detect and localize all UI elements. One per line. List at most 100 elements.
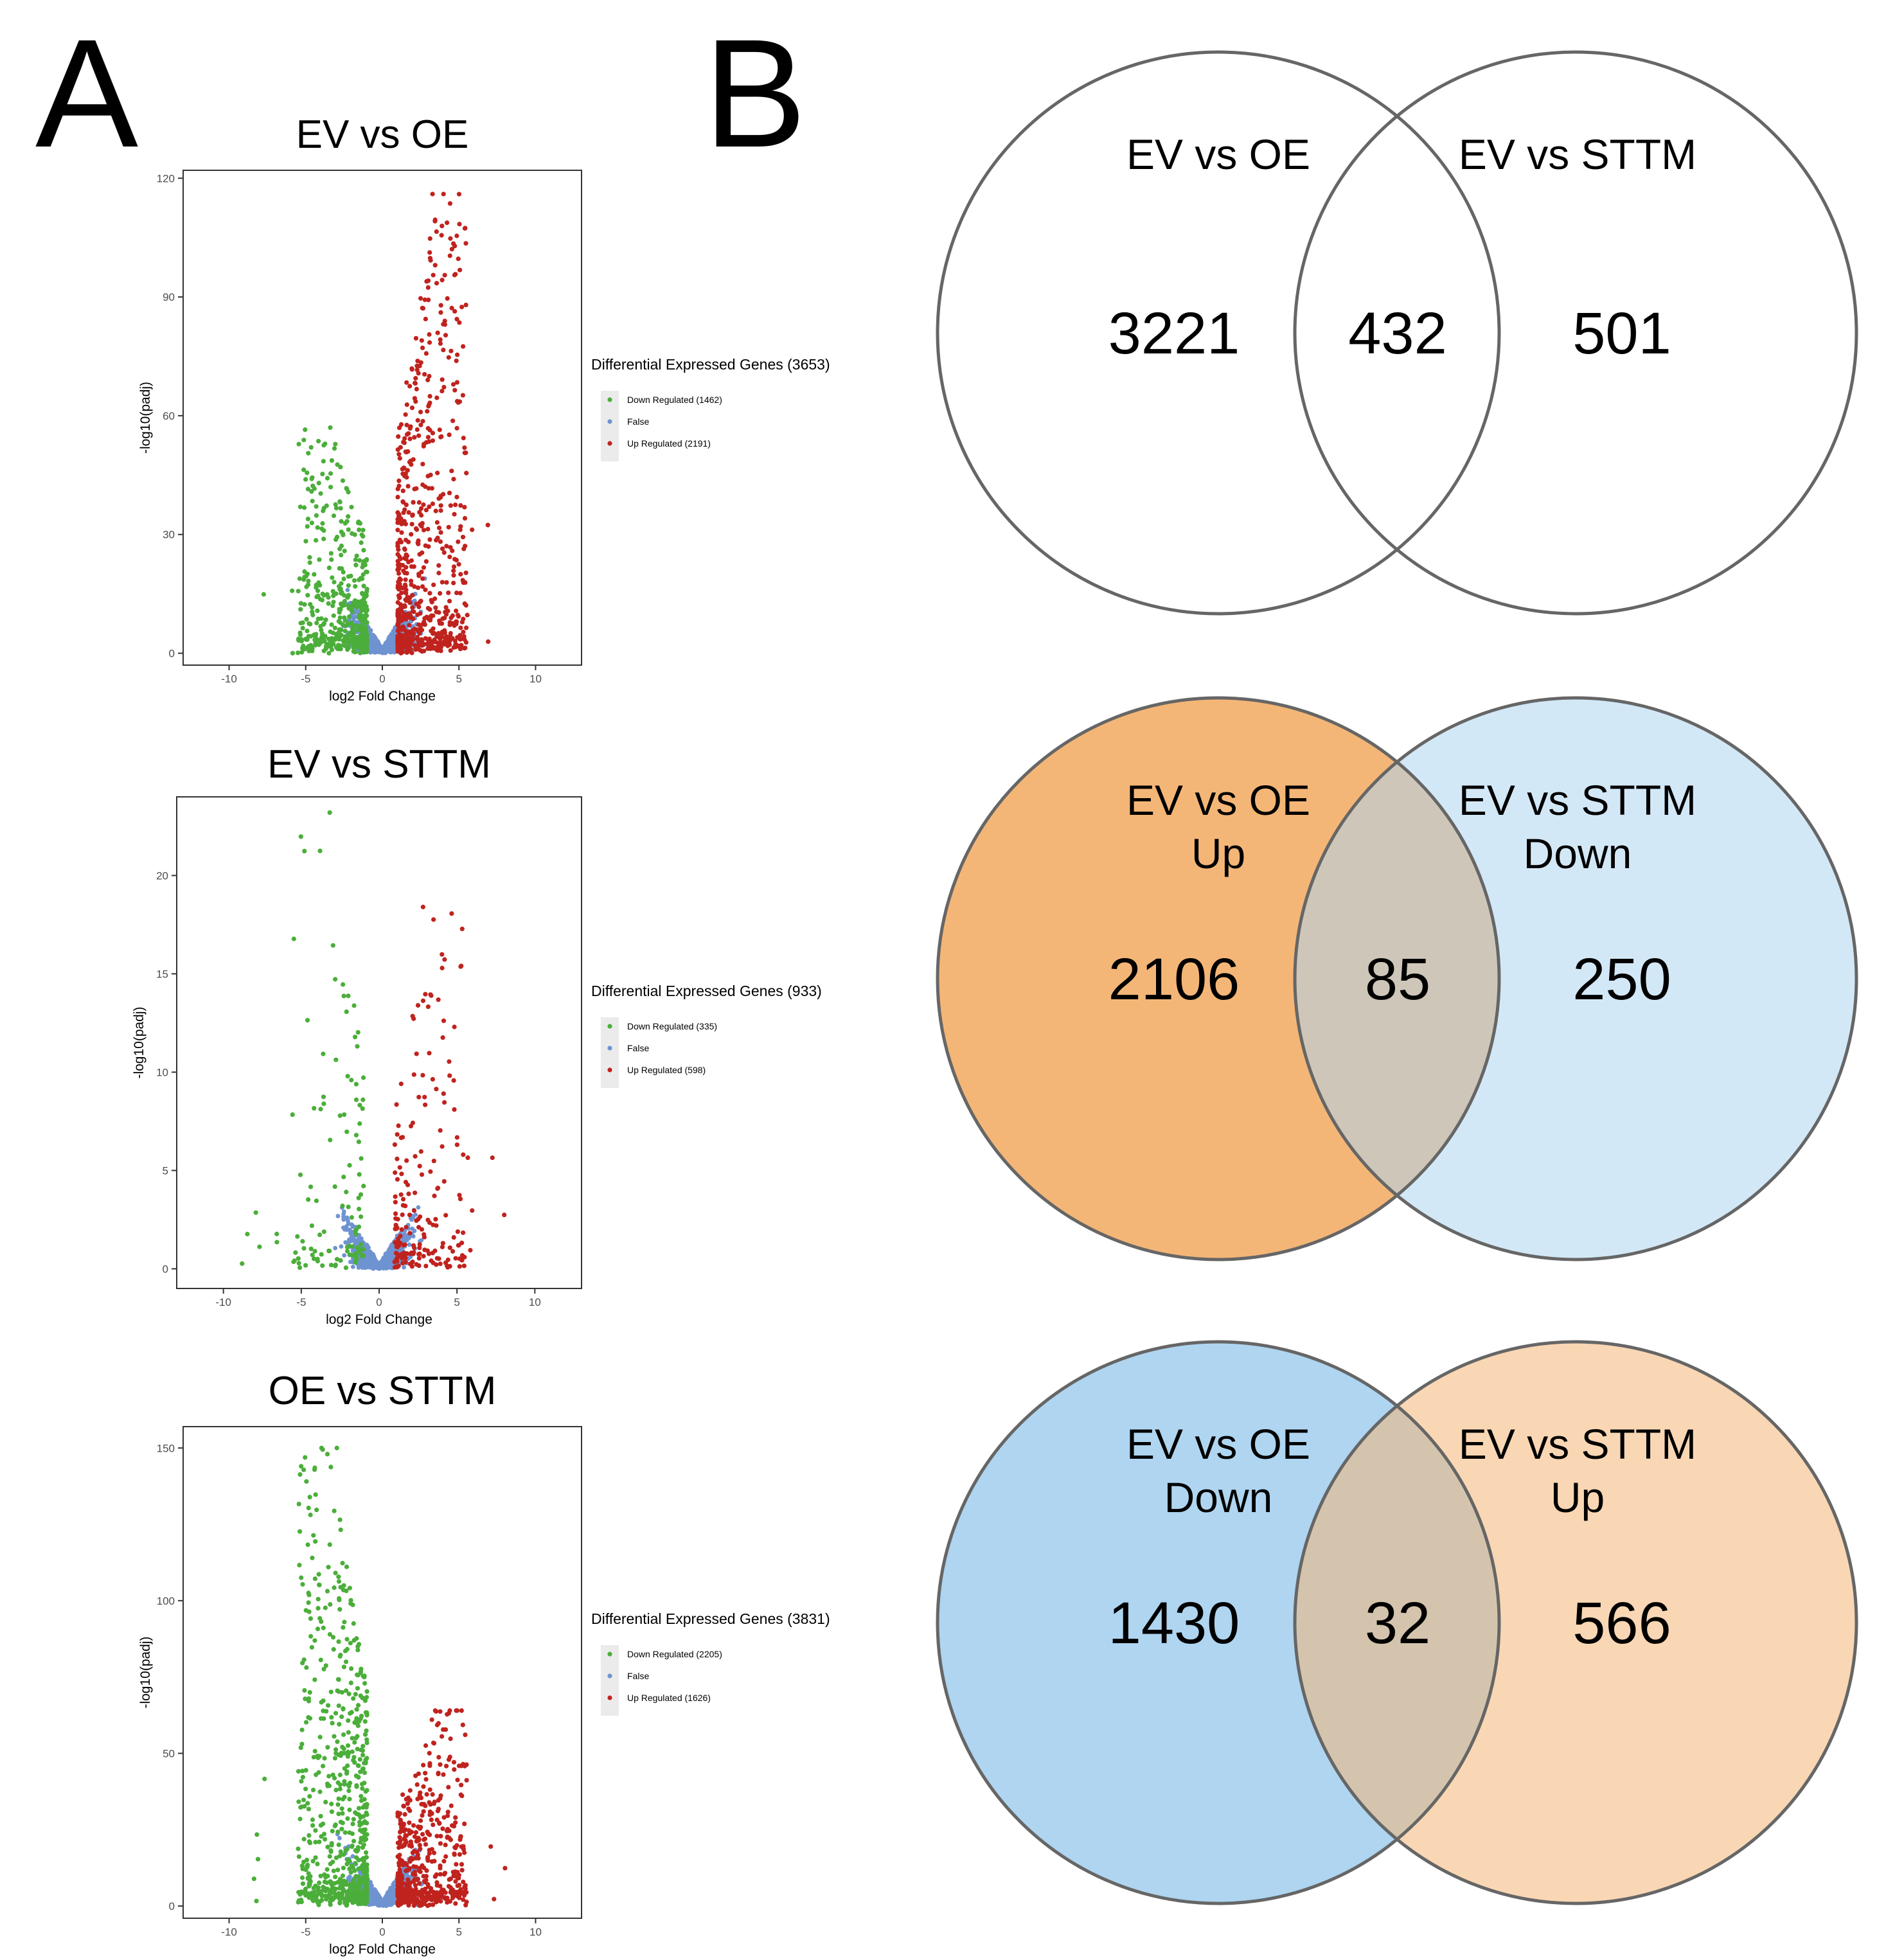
point-up: [441, 639, 447, 645]
point-up: [447, 598, 452, 603]
point-down: [305, 582, 311, 587]
point-up: [463, 241, 468, 246]
point-down: [327, 1249, 332, 1254]
point-up: [432, 637, 437, 643]
point-up: [457, 1264, 462, 1269]
point-up: [425, 1004, 431, 1010]
y-axis-label: -log10(padj): [138, 382, 153, 454]
point-up: [464, 470, 469, 476]
point-up: [396, 512, 402, 517]
point-down: [357, 1206, 362, 1211]
point-down: [346, 514, 351, 519]
point-up: [402, 546, 407, 551]
point-down: [339, 553, 344, 558]
point-up: [420, 345, 425, 350]
point-up: [434, 395, 440, 400]
point-cloud: [251, 1445, 508, 1909]
point-up: [398, 1082, 404, 1087]
point-up: [463, 570, 468, 575]
point-up: [431, 1222, 436, 1227]
point-up: [432, 263, 438, 268]
point-up: [439, 633, 444, 638]
point-down: [310, 646, 315, 652]
point-up: [431, 613, 436, 618]
point-up: [399, 1227, 404, 1232]
point-false: [413, 1212, 418, 1217]
point-up: [438, 1128, 443, 1133]
point-up: [400, 1197, 406, 1202]
point-up: [407, 615, 413, 620]
point-up: [438, 539, 443, 544]
point-down: [298, 601, 303, 606]
point-down: [335, 1829, 341, 1835]
point-down: [310, 499, 315, 504]
point-up: [458, 572, 463, 577]
point-up: [392, 1265, 398, 1270]
point-up: [458, 625, 463, 630]
point-up: [449, 348, 454, 353]
point-down: [353, 1254, 359, 1260]
point-down: [321, 1051, 326, 1056]
point-up: [396, 571, 402, 576]
point-up: [440, 1144, 445, 1149]
point-down: [318, 1107, 323, 1112]
point-up: [393, 1211, 398, 1216]
point-up: [395, 528, 400, 533]
point-up: [461, 616, 466, 621]
point-up: [396, 425, 402, 431]
point-up: [416, 1094, 422, 1100]
point-up: [452, 388, 458, 393]
point-up: [451, 568, 456, 573]
point-down: [299, 650, 305, 655]
point-down: [327, 810, 332, 815]
point-down: [315, 608, 320, 613]
point-up: [403, 1255, 408, 1260]
point-up: [454, 233, 459, 238]
point-false: [388, 1889, 393, 1894]
point-false: [350, 615, 355, 619]
x-tick-label: 0: [379, 673, 385, 685]
point-down: [357, 527, 362, 532]
x-tick-label: 10: [529, 673, 542, 685]
point-up: [429, 628, 434, 634]
point-up: [405, 468, 410, 473]
point-down: [300, 625, 305, 631]
point-up: [463, 625, 469, 630]
point-up: [446, 637, 451, 643]
point-up: [411, 500, 416, 505]
point-up: [428, 1169, 433, 1174]
legend-item: Up Regulated (2191): [627, 438, 711, 449]
point-down: [346, 993, 351, 999]
point-up: [461, 1230, 466, 1235]
point-down: [350, 634, 355, 640]
point-up: [418, 409, 423, 414]
point-up: [395, 643, 400, 648]
point-up: [409, 531, 414, 537]
point-down: [362, 562, 368, 567]
y-tick-label: 20: [156, 869, 168, 882]
point-up: [451, 1078, 456, 1083]
point-down: [306, 1505, 311, 1511]
legend-item: Down Regulated (335): [627, 1021, 717, 1031]
point-up: [447, 1059, 452, 1064]
point-up: [463, 226, 468, 231]
point-false: [375, 1892, 380, 1897]
point-up: [427, 394, 432, 399]
point-up: [440, 388, 445, 394]
point-false: [364, 1242, 369, 1247]
point-down: [298, 504, 303, 510]
point-up: [447, 201, 453, 206]
point-up: [400, 1256, 405, 1261]
x-tick-label: 10: [529, 1296, 541, 1308]
point-down: [306, 1197, 311, 1202]
point-up: [417, 510, 422, 515]
point-up: [435, 1186, 440, 1191]
point-down: [314, 513, 319, 518]
point-down: [336, 1574, 341, 1580]
point-up: [394, 1102, 399, 1107]
point-down: [342, 603, 347, 608]
point-up: [452, 557, 458, 562]
point-up: [427, 236, 432, 241]
point-up: [443, 333, 449, 338]
